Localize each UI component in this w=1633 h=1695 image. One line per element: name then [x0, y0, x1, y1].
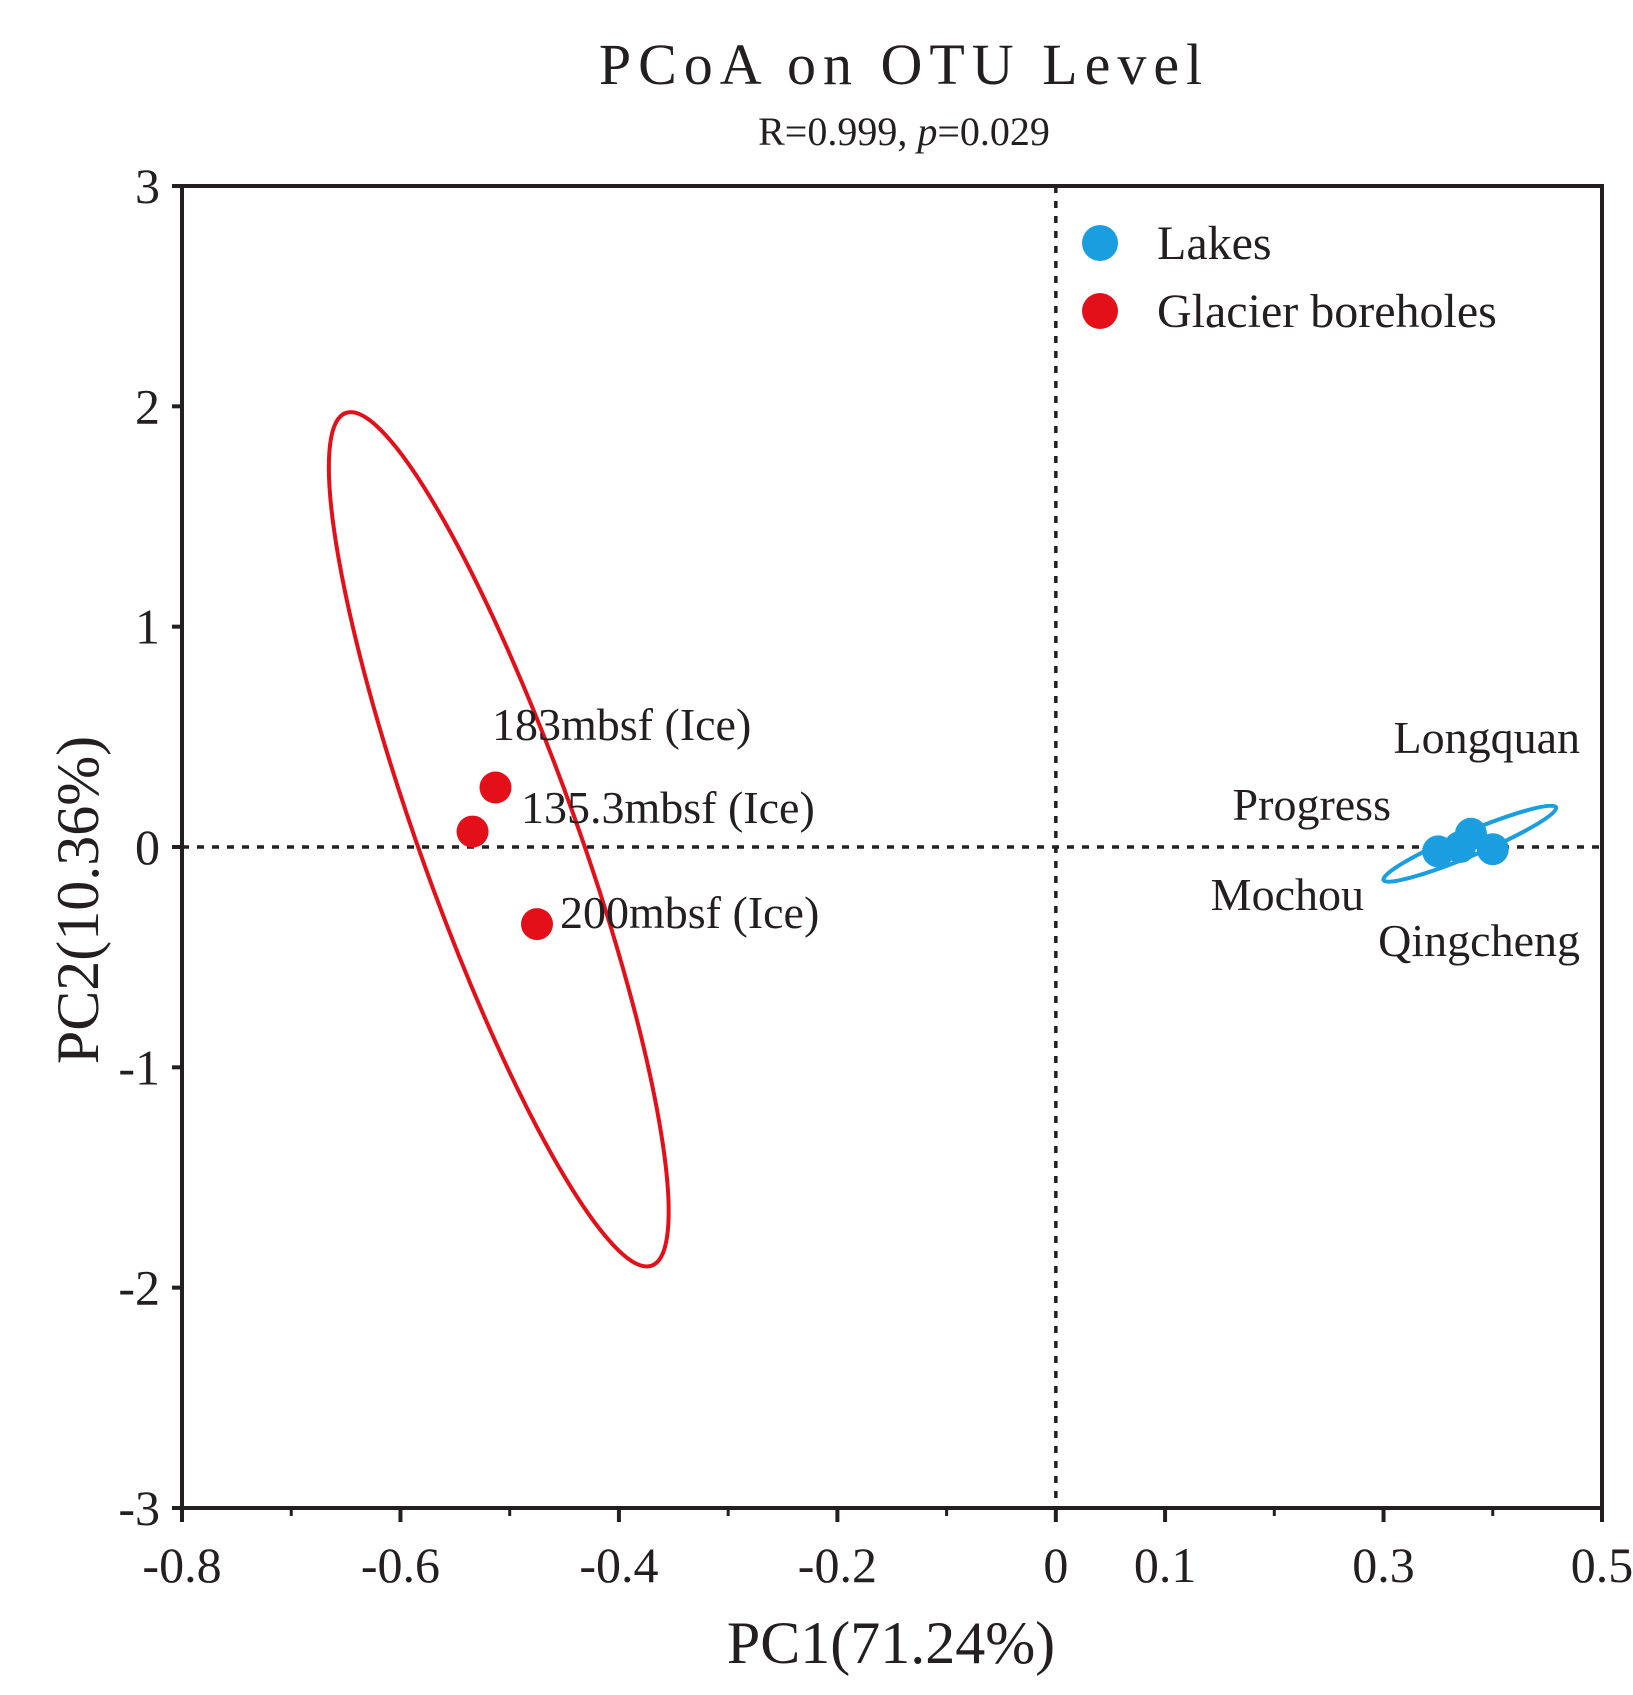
y-tick-label: 3	[135, 158, 160, 214]
lakes-point	[1476, 833, 1509, 866]
point-label: Mochou	[1211, 869, 1364, 920]
x-tick-label: -0.4	[579, 1537, 658, 1593]
ellipse-glacier-boreholes	[326, 410, 671, 1269]
chart-subtitle: R=0.999, p=0.029	[758, 109, 1050, 154]
y-tick-label: -1	[118, 1039, 160, 1095]
y-tick-label: -2	[118, 1260, 160, 1316]
point-label: Progress	[1233, 779, 1391, 830]
point-label: Qingcheng	[1378, 915, 1580, 966]
x-tick-label: 0.3	[1352, 1537, 1415, 1593]
x-tick-label: 0.5	[1571, 1537, 1633, 1593]
legend: Lakes Glacier boreholes	[1082, 217, 1497, 338]
point-label: Longquan	[1393, 712, 1580, 763]
x-tick-label: 0	[1043, 1537, 1068, 1593]
glacier-borehole-point	[479, 771, 512, 804]
x-tick-label: 0.1	[1134, 1537, 1197, 1593]
chart-title: PCoA on OTU Level	[599, 32, 1209, 97]
y-tick-label: -3	[118, 1480, 160, 1536]
y-tick-label: 0	[135, 819, 160, 875]
y-tick-label: 2	[135, 378, 160, 434]
subtitle-p-value: =0.029	[937, 109, 1050, 154]
y-axis-title: PC2(10.36%)	[45, 736, 111, 1064]
point-label: 135.3mbsf (Ice)	[521, 782, 815, 833]
legend-marker-glacier-boreholes	[1082, 293, 1118, 329]
legend-marker-lakes	[1082, 225, 1118, 261]
legend-label-glacier-boreholes: Glacier boreholes	[1157, 285, 1497, 338]
y-tick-label: 1	[135, 599, 160, 655]
glacier-borehole-point	[521, 908, 553, 941]
subtitle-stat-r: R=0.999,	[758, 109, 917, 154]
plot-area: 3 2 1 0 -1 -2 -3-0.8 -0.6 -0.4 -0.2 0 0.1 0.3 0.5 Moch…	[118, 158, 1633, 1593]
x-tick-label: -0.2	[798, 1537, 877, 1593]
x-axis-title: PC1(71.24%)	[727, 1610, 1055, 1676]
x-tick-label: -0.8	[142, 1537, 221, 1593]
legend-label-lakes: Lakes	[1157, 217, 1272, 270]
glacier-borehole-point	[456, 815, 489, 848]
point-label: 183mbsf (Ice)	[492, 699, 751, 750]
x-tick-label: -0.6	[361, 1537, 440, 1593]
point-label: 200mbsf (Ice)	[560, 887, 819, 938]
subtitle-p-symbol: p	[914, 109, 937, 154]
